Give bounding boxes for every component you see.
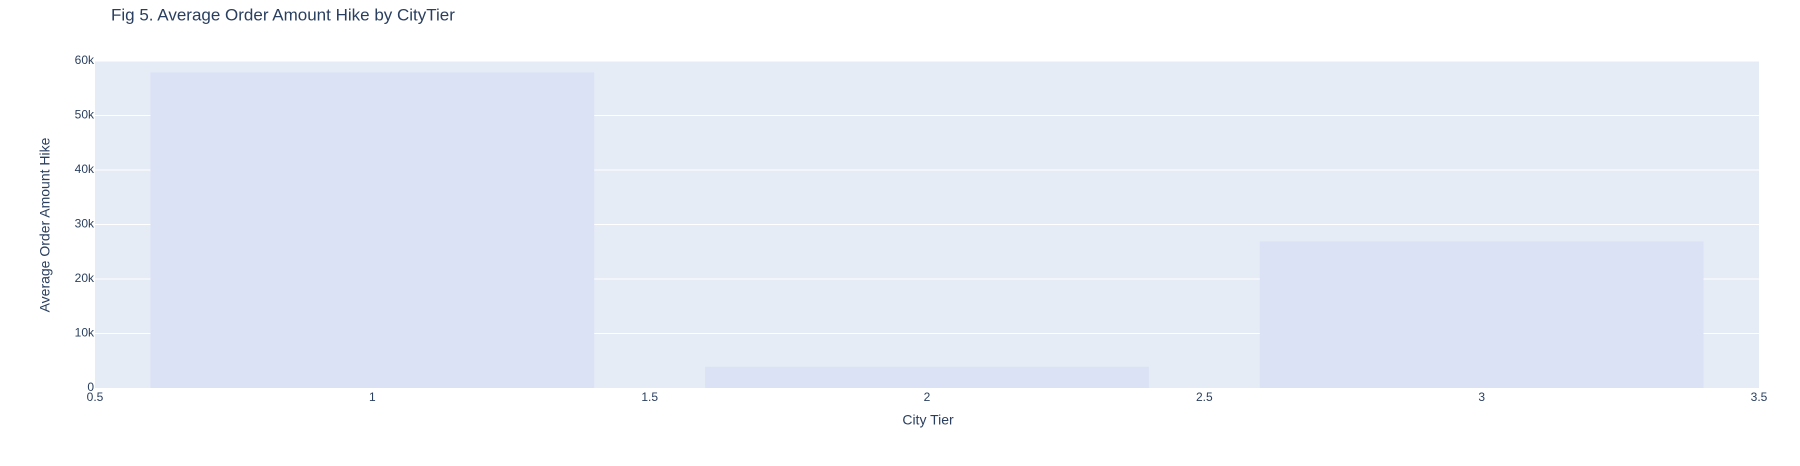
x-axis-title: City Tier [902,412,954,428]
x-tick-label: 2.5 [1196,390,1213,404]
y-tick-label: 10k [75,326,95,340]
y-tick-label: 60k [75,53,95,67]
x-tick-label: 3 [1478,390,1485,404]
bar-city-tier-3 [1259,241,1704,388]
bar-city-tier-2 [705,366,1149,388]
y-tick-label: 40k [75,162,95,176]
chart-title: Fig 5. Average Order Amount Hike by City… [111,5,455,24]
x-tick-label: 3.5 [1751,390,1768,404]
x-tick-label: 0.5 [87,390,104,404]
x-tick-label: 2 [924,390,931,404]
x-tick-label: 1.5 [641,390,658,404]
y-axis-title: Average Order Amount Hike [37,137,53,312]
y-tick-label: 50k [75,108,95,122]
y-tick-label: 30k [75,217,95,231]
y-tick-label: 0 [87,380,94,394]
bar-city-tier-1 [150,72,595,388]
y-axis-ticks: 0 10k 20k 30k 40k 50k 60k [75,53,95,394]
y-tick-label: 20k [75,271,95,285]
x-tick-label: 1 [369,390,376,404]
bars [150,72,1704,388]
x-axis-ticks: 0.5 1 1.5 2 2.5 3 3.5 [87,390,1768,404]
